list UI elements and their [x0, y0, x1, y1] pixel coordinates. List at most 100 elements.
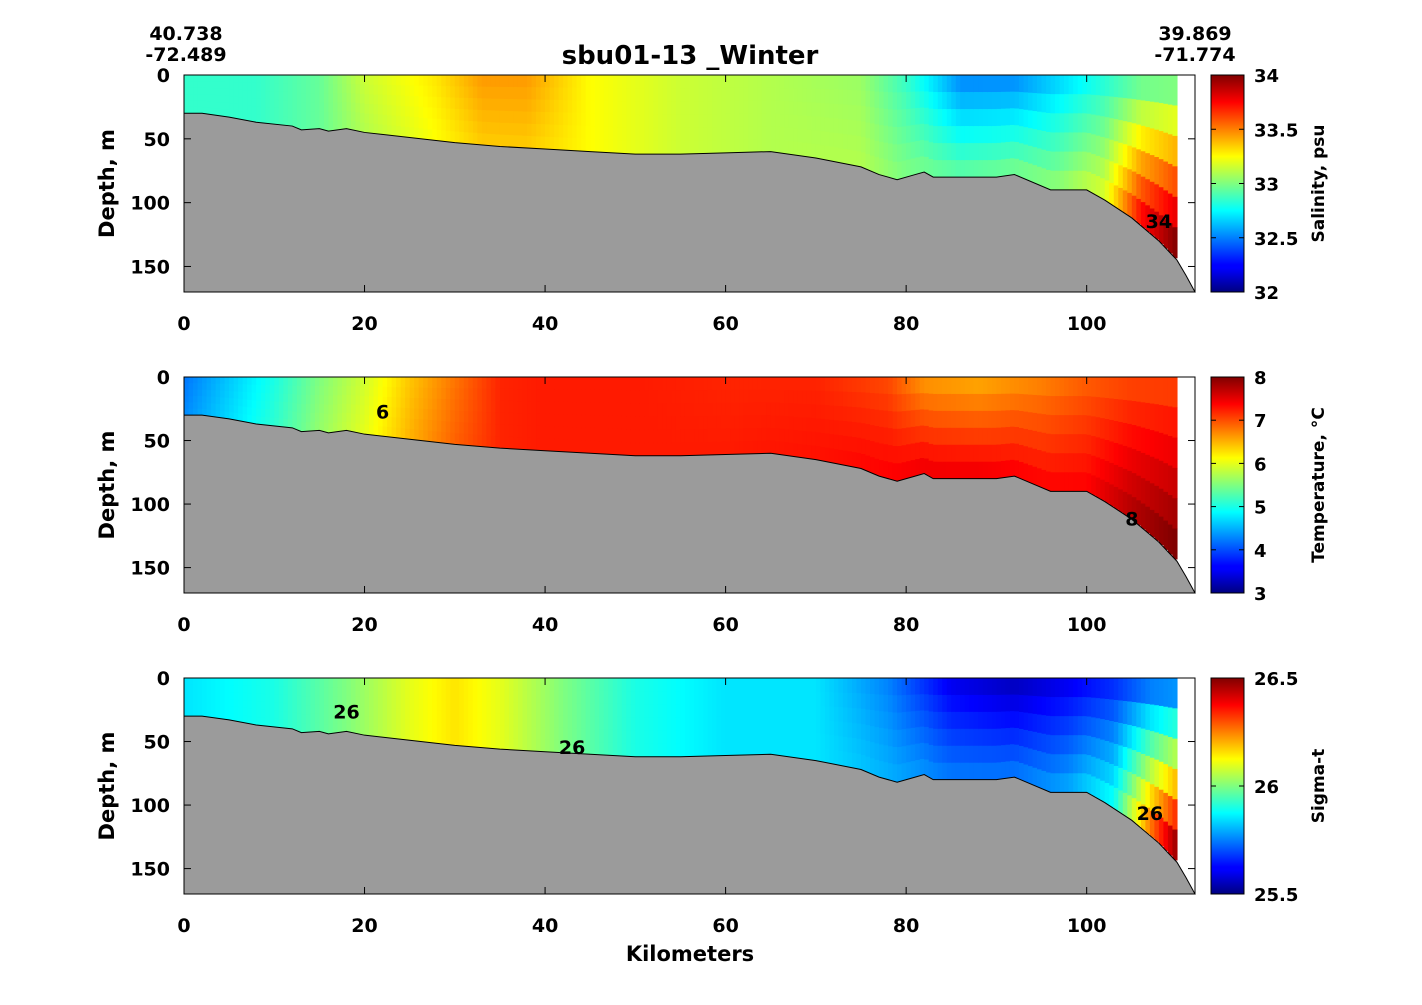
colorbar-tick-label: 25.5 [1254, 885, 1298, 906]
field-cell [463, 678, 469, 690]
field-cell [531, 377, 537, 390]
field-cell [910, 108, 916, 126]
field-cell [563, 702, 569, 717]
field-cell [942, 393, 948, 412]
field-cell [689, 88, 695, 102]
field-cell [752, 440, 758, 455]
field-cell [184, 75, 190, 82]
field-cell [387, 688, 393, 699]
field-cell [414, 85, 420, 97]
field-cell [955, 711, 961, 730]
field-cell [779, 678, 785, 692]
field-cell [1172, 768, 1178, 800]
field-cell [919, 107, 925, 125]
field-cell [215, 102, 221, 110]
field-cell [414, 117, 420, 129]
field-cell [937, 694, 943, 713]
field-cell [387, 377, 393, 388]
field-cell [942, 160, 948, 178]
field-cell [332, 687, 339, 697]
field-cell [351, 404, 357, 415]
field-cell [924, 425, 930, 443]
field-cell [536, 124, 542, 137]
field-cell [242, 406, 248, 416]
field-cell [355, 724, 361, 735]
field-cell [328, 724, 334, 735]
field-cell [671, 101, 677, 116]
field-cell [1145, 101, 1151, 128]
field-cell [477, 377, 483, 390]
field-cell [982, 694, 988, 713]
field-cell [508, 123, 515, 136]
field-cell [260, 90, 266, 100]
field-cell [310, 678, 316, 688]
field-cell [892, 463, 898, 482]
field-cell [694, 429, 700, 443]
field-cell [752, 75, 758, 89]
field-cell [725, 716, 731, 731]
field-cell [1095, 135, 1101, 157]
field-cell [1140, 678, 1146, 704]
field-cell [806, 404, 812, 419]
field-cell [806, 678, 812, 693]
field-cell [594, 428, 600, 442]
field-cell [590, 716, 596, 730]
field-cell [883, 745, 889, 763]
field-cell [626, 88, 632, 102]
field-cell [1122, 422, 1128, 447]
field-cell [319, 75, 325, 85]
field-cell [472, 377, 478, 390]
field-cell [296, 83, 302, 94]
field-cell [933, 427, 939, 446]
field-cell [919, 425, 925, 443]
field-cell [1158, 432, 1164, 462]
field-cell [675, 429, 682, 444]
field-cell [626, 691, 632, 705]
y-tick-label: 50 [144, 129, 170, 151]
field-cell [346, 385, 352, 396]
field-cell [1059, 75, 1065, 95]
field-cell [716, 88, 722, 102]
field-cell [454, 97, 460, 110]
field-cell [1095, 758, 1101, 780]
field-cell [265, 718, 271, 727]
field-cell [233, 75, 239, 83]
field-cell [400, 418, 406, 429]
field-cell [942, 461, 948, 480]
field-cell [721, 678, 727, 692]
field-cell [332, 93, 339, 104]
field-cell [996, 427, 1002, 446]
field-cell [752, 87, 758, 102]
field-cell [572, 125, 578, 139]
field-cell [829, 448, 835, 464]
field-cell [987, 745, 993, 764]
field-cell [337, 687, 343, 697]
field-cell [937, 92, 943, 110]
field-cell [247, 685, 253, 694]
field-cell [346, 421, 352, 432]
field-cell [531, 75, 537, 88]
field-cell [1073, 716, 1079, 736]
field-cell [842, 692, 849, 709]
field-cell [423, 96, 429, 108]
field-cell [603, 415, 609, 430]
field-cell [206, 75, 212, 83]
field-cell [712, 114, 718, 128]
field-cell [861, 152, 867, 169]
field-cell [278, 377, 284, 386]
field-cell [1059, 754, 1065, 774]
field-cell [554, 438, 560, 452]
field-cell [337, 395, 343, 405]
field-cell [351, 705, 357, 716]
field-cell [346, 722, 352, 733]
field-cell [594, 389, 600, 404]
field-cell [1073, 773, 1079, 793]
field-cell [788, 390, 794, 404]
field-cell [960, 92, 966, 110]
field-cell [423, 430, 429, 442]
field-cell [842, 678, 849, 694]
field-cell [824, 734, 831, 750]
field-cell [445, 108, 451, 121]
field-cell [1167, 495, 1174, 526]
field-cell [648, 678, 654, 692]
